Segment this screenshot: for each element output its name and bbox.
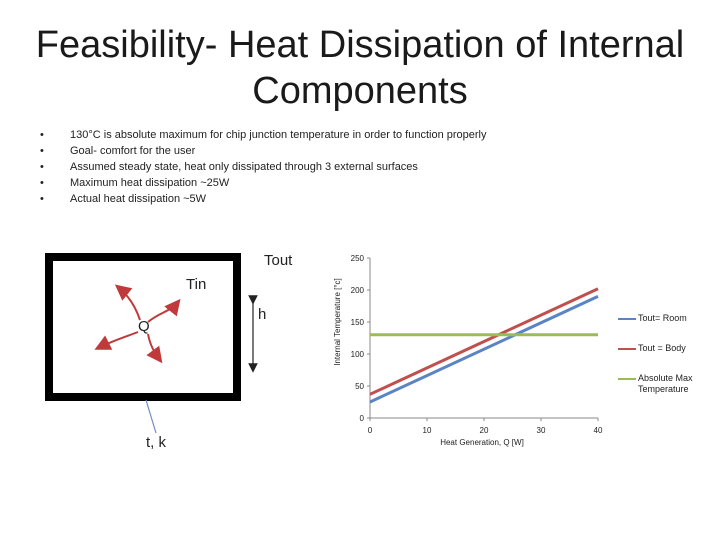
x-tick-label: 20: [480, 426, 489, 435]
tk-label: t, k: [146, 434, 167, 451]
tin-label: Tin: [186, 276, 207, 293]
slide-title: Feasibility- Heat Dissipation of Interna…: [20, 22, 700, 114]
y-tick-label: 0: [360, 414, 365, 423]
title-line-1: Feasibility- Heat Dissipation of Interna…: [35, 24, 685, 66]
bullet-item: Goal- comfort for the user: [40, 143, 487, 159]
bullet-list: 130°C is absolute maximum for chip junct…: [40, 127, 487, 207]
title-line-2: Components: [252, 70, 468, 112]
legend-label: Tout = Body: [638, 343, 686, 353]
y-axis-label: Internal Temperature [°c]: [333, 278, 342, 366]
y-tick-label: 50: [355, 382, 364, 391]
heat-arrow-down-right: [146, 333, 163, 364]
y-tick-label: 150: [351, 318, 365, 327]
legend-label: Absolute Max Temperature: [638, 373, 693, 394]
tout-label: Tout: [264, 252, 293, 269]
series-line-0: [369, 295, 599, 404]
bullet-item: Actual heat dissipation ~5W: [40, 191, 487, 207]
x-tick-label: 10: [423, 426, 432, 435]
y-tick-label: 200: [351, 286, 365, 295]
legend-label: Tout= Room: [638, 313, 687, 323]
h-label: h: [258, 306, 267, 323]
series-line-1: [369, 287, 599, 396]
heat-arrow-up-left: [114, 284, 141, 321]
y-tick-label: 250: [351, 254, 365, 263]
x-axis-label: Heat Generation, Q [W]: [440, 438, 524, 447]
legend-swatch: [618, 378, 636, 380]
tk-pointer-line: [145, 399, 157, 434]
bullet-item: 130°C is absolute maximum for chip junct…: [40, 127, 487, 143]
legend-swatch: [618, 348, 636, 350]
x-tick-label: 40: [594, 426, 603, 435]
bullet-item: Maximum heat dissipation ~25W: [40, 175, 487, 191]
y-tick-label: 100: [351, 350, 365, 359]
bullet-item: Assumed steady state, heat only dissipat…: [40, 159, 487, 175]
x-tick-label: 0: [368, 426, 373, 435]
x-tick-label: 30: [537, 426, 546, 435]
q-label: Q: [138, 318, 150, 335]
legend-swatch: [618, 318, 636, 320]
heat-arrow-down-left: [94, 331, 139, 350]
heat-arrow-up-right: [147, 298, 181, 323]
